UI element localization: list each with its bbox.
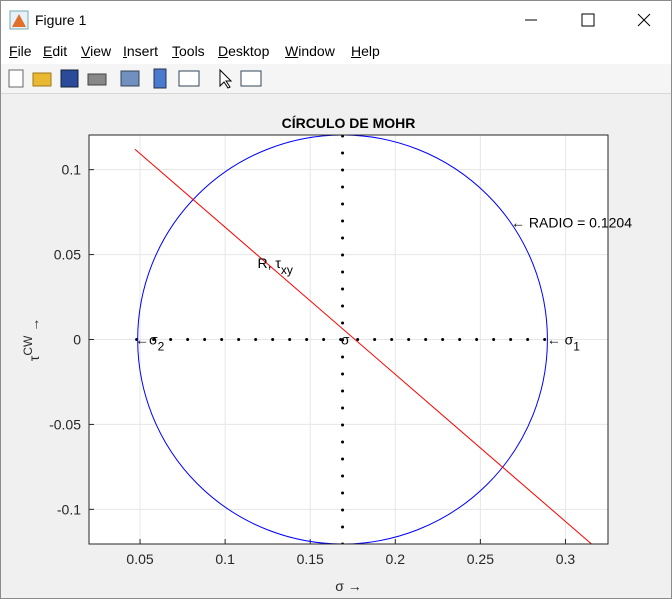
menu-bar: File Edit View Insert Tools Desktop Window Help xyxy=(1,39,671,64)
diameter-line xyxy=(134,148,593,544)
y-label-text: τ xyxy=(26,355,42,361)
chart-title: CÍRCULO DE MOHR xyxy=(282,115,416,131)
menu-item[interactable]: File xyxy=(9,43,32,59)
mohr-circle xyxy=(137,135,548,544)
x-tick-label: 0.3 xyxy=(556,551,576,567)
new-icon[interactable] xyxy=(8,69,24,88)
annotation: ← RADIO = 0.1204 xyxy=(511,214,632,230)
annotation: σ xyxy=(341,332,350,348)
y-tick-label: 0 xyxy=(73,332,81,348)
y-axis-label: τCW → xyxy=(21,318,42,361)
toolbar-icons xyxy=(8,68,262,89)
menu-item[interactable]: Edit xyxy=(43,43,68,59)
close[interactable] xyxy=(637,13,651,27)
annotation: ←σ2 xyxy=(135,332,165,354)
x-tick-label: 0.15 xyxy=(297,551,324,567)
pointer-icon[interactable] xyxy=(219,68,233,89)
annotation: ← σ1 xyxy=(547,332,581,354)
menu-item[interactable]: Help xyxy=(351,43,380,59)
annotation: R, τxy xyxy=(257,255,292,277)
annotation-sub: 2 xyxy=(158,340,165,354)
save-icon[interactable] xyxy=(60,69,79,88)
annotation-text: ← RADIO = 0.1204 xyxy=(511,214,632,230)
annotation-text: σ xyxy=(341,332,350,348)
axes-box xyxy=(88,134,609,545)
annotation-text: R, τ xyxy=(257,255,281,271)
app-icon xyxy=(9,10,29,30)
annotation-text: ← σ xyxy=(547,332,574,348)
property-icon[interactable] xyxy=(240,70,262,87)
menu-item[interactable]: Desktop xyxy=(218,43,270,59)
title-bar: Figure 1 xyxy=(1,1,671,39)
legend-icon[interactable] xyxy=(178,70,200,87)
x-tick-label: 0.1 xyxy=(215,551,235,567)
x-tick-label: 0.05 xyxy=(126,551,153,567)
y-tick-label: -0.1 xyxy=(57,501,81,517)
menu-item[interactable]: Tools xyxy=(172,43,205,59)
figure: 0.05 0.1 0.15 0.2 0.25 0.3 -0.1 -0.05 0 0.05 0.1 ← … xyxy=(21,115,632,594)
menu-item[interactable]: View xyxy=(81,43,112,59)
print-icon[interactable] xyxy=(87,73,107,86)
colorbar-icon[interactable] xyxy=(153,68,167,89)
menu-item[interactable]: Insert xyxy=(123,43,159,59)
link-icon[interactable] xyxy=(120,70,140,87)
annotation-text: ←σ xyxy=(135,332,158,348)
y-label-arrow: → xyxy=(26,318,42,336)
y-tick-label: 0.05 xyxy=(54,247,81,263)
title-icons xyxy=(9,10,651,30)
toolbar xyxy=(1,64,671,94)
x-tick-label: 0.25 xyxy=(467,551,494,567)
open-icon[interactable] xyxy=(32,72,52,87)
y-label-sup: CW xyxy=(21,335,35,356)
x-axis-label: σ → xyxy=(335,578,362,594)
annotation-sub: xy xyxy=(281,263,293,277)
y-tick-label: -0.05 xyxy=(49,416,81,432)
x-tick-label: 0.2 xyxy=(386,551,406,567)
maximize[interactable] xyxy=(581,13,595,27)
plot-content xyxy=(134,135,593,544)
annotation-sub: 1 xyxy=(573,340,580,354)
window-title: Figure 1 xyxy=(35,12,87,28)
y-tick-label: 0.1 xyxy=(62,162,82,178)
menu-item[interactable]: Window xyxy=(285,43,335,59)
